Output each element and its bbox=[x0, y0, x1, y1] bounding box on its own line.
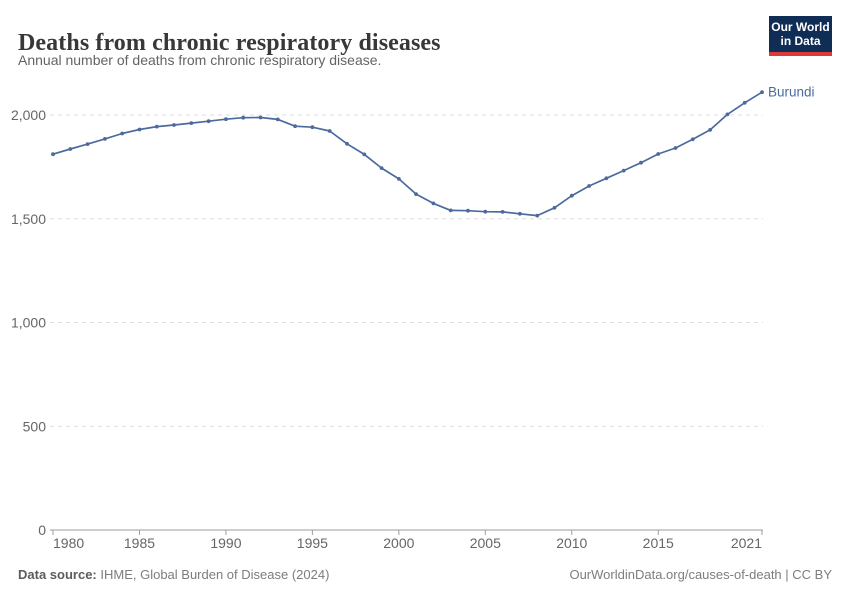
data-point bbox=[189, 121, 194, 125]
x-axis-tick-label: 2000 bbox=[383, 535, 414, 551]
data-point bbox=[535, 213, 540, 218]
data-point bbox=[518, 211, 522, 216]
data-point bbox=[327, 129, 332, 133]
data-point bbox=[206, 119, 211, 124]
data-point bbox=[397, 177, 401, 181]
logo-text-line2: in Data bbox=[780, 34, 821, 48]
data-point bbox=[51, 152, 55, 157]
data-point bbox=[621, 168, 626, 173]
data-point bbox=[293, 124, 297, 129]
data-point bbox=[708, 127, 712, 132]
x-axis-tick-label: 2005 bbox=[470, 535, 501, 551]
license-link: OurWorldinData.org/causes-of-death | CC … bbox=[569, 567, 832, 582]
data-point bbox=[483, 209, 488, 214]
data-source-label: Data source: bbox=[18, 567, 97, 582]
data-point bbox=[690, 137, 695, 142]
data-point bbox=[639, 160, 643, 165]
y-axis-tick-label: 0 bbox=[38, 522, 46, 538]
chart-subtitle: Annual number of deaths from chronic res… bbox=[18, 52, 382, 68]
y-axis-tick-label: 2,000 bbox=[11, 107, 46, 123]
x-axis-tick-label: 2015 bbox=[643, 535, 674, 551]
data-point bbox=[448, 208, 453, 213]
y-axis-tick-label: 500 bbox=[23, 418, 47, 434]
x-axis-tick-label: 1995 bbox=[297, 535, 328, 551]
data-line-burundi bbox=[52, 91, 763, 217]
data-point bbox=[154, 124, 159, 129]
data-source-text: IHME, Global Burden of Disease (2024) bbox=[96, 567, 330, 582]
data-point bbox=[137, 127, 142, 132]
x-axis-tick-label: 2010 bbox=[556, 535, 587, 551]
x-axis-tick-label: 2021 bbox=[731, 535, 762, 551]
data-point bbox=[587, 184, 591, 188]
data-point bbox=[604, 176, 609, 181]
logo-text-line1: Our World bbox=[771, 20, 830, 34]
data-point bbox=[362, 152, 367, 157]
page-title: Deaths from chronic respiratory diseases bbox=[18, 30, 441, 57]
data-point bbox=[310, 125, 315, 130]
data-point bbox=[68, 147, 73, 151]
data-point bbox=[673, 146, 678, 150]
x-axis-tick-label: 1980 bbox=[53, 535, 84, 551]
series-label-burundi: Burundi bbox=[768, 85, 815, 100]
data-point bbox=[85, 142, 90, 147]
data-point bbox=[725, 112, 730, 117]
data-point bbox=[414, 192, 418, 197]
data-point bbox=[760, 90, 764, 95]
data-point bbox=[275, 117, 280, 122]
data-point bbox=[379, 166, 384, 171]
data-point bbox=[224, 117, 228, 122]
data-point bbox=[500, 210, 505, 214]
data-point bbox=[466, 208, 470, 213]
data-source: Data source: IHME, Global Burden of Dise… bbox=[18, 567, 329, 582]
owid-logo: Our World in Data bbox=[769, 16, 832, 56]
chart-footer: Data source: IHME, Global Burden of Dise… bbox=[18, 567, 832, 582]
y-axis-tick-label: 1,000 bbox=[11, 315, 46, 331]
data-point bbox=[656, 152, 661, 156]
data-point bbox=[103, 137, 107, 141]
data-point bbox=[431, 201, 436, 206]
x-axis-tick-label: 1985 bbox=[124, 535, 155, 551]
data-point bbox=[345, 141, 349, 146]
x-axis-tick-label: 1990 bbox=[210, 535, 241, 551]
data-point bbox=[569, 193, 574, 198]
data-point bbox=[552, 205, 557, 210]
data-point bbox=[241, 115, 246, 120]
y-axis-tick-label: 1,500 bbox=[11, 211, 46, 227]
data-point bbox=[172, 123, 176, 127]
data-point bbox=[120, 131, 125, 136]
data-point bbox=[258, 115, 263, 120]
data-point bbox=[742, 100, 747, 105]
